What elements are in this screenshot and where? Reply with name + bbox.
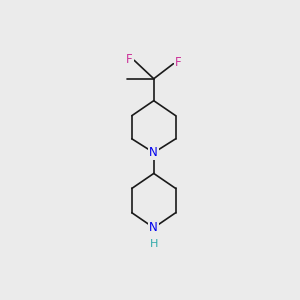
Text: F: F — [175, 56, 181, 69]
Text: N: N — [149, 146, 158, 159]
Text: H: H — [150, 239, 158, 249]
Text: N: N — [149, 221, 158, 234]
Text: F: F — [126, 52, 133, 66]
